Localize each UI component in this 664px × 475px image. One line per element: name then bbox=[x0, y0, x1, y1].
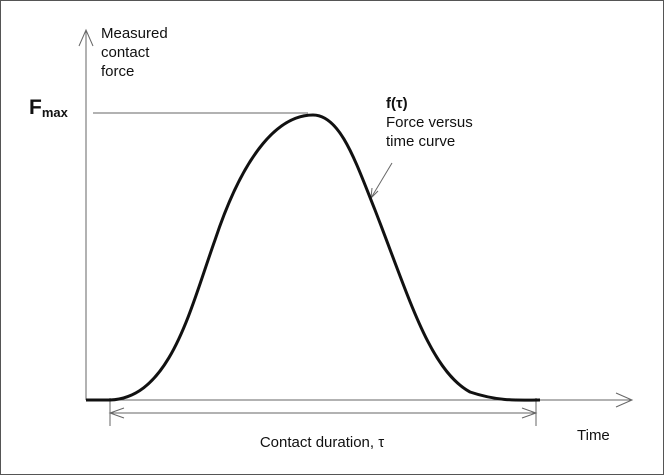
axes bbox=[78, 28, 634, 426]
y-axis-arrow bbox=[78, 28, 94, 47]
peak-label: Fmax bbox=[29, 96, 69, 120]
duration-arrow-left bbox=[108, 407, 125, 419]
y-axis-label-line: force bbox=[101, 63, 134, 80]
duration-label: Contact duration, τ bbox=[260, 434, 384, 451]
annotation-pointer bbox=[370, 162, 393, 199]
x-axis-arrow bbox=[615, 392, 634, 408]
x-axis-label: Time bbox=[577, 427, 610, 444]
curve-label-description: time curve bbox=[386, 133, 455, 150]
y-axis-label-line: contact bbox=[101, 44, 150, 61]
duration-arrow-right bbox=[521, 407, 538, 419]
curve-label-title: f(τ) bbox=[386, 95, 408, 112]
peak-label-main: F bbox=[29, 96, 42, 119]
curve-label-description: Force versus bbox=[386, 114, 473, 131]
y-axis-label-line: Measured bbox=[101, 25, 168, 42]
force-curve bbox=[86, 113, 541, 402]
peak-label-subscript: max bbox=[42, 105, 69, 120]
